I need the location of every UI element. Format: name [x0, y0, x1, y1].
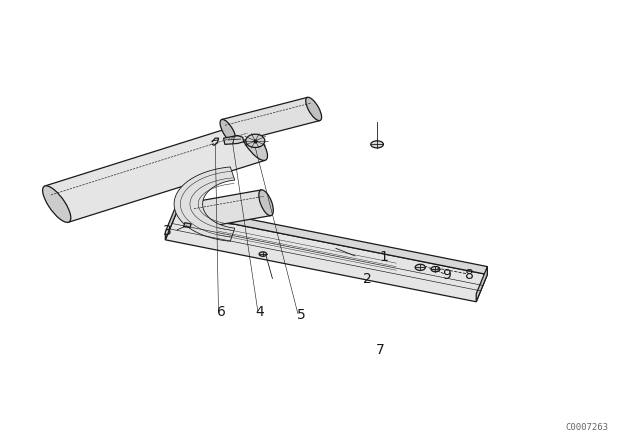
Text: 4: 4 [255, 306, 264, 319]
Text: C0007263: C0007263 [565, 423, 608, 432]
Ellipse shape [189, 202, 204, 228]
Ellipse shape [306, 97, 321, 121]
Polygon shape [177, 205, 488, 275]
Ellipse shape [259, 252, 267, 256]
Polygon shape [191, 190, 271, 228]
Text: 2: 2 [364, 272, 372, 286]
Text: 9: 9 [442, 268, 451, 282]
Text: 6: 6 [217, 306, 226, 319]
Ellipse shape [415, 264, 426, 271]
Polygon shape [184, 223, 191, 228]
Ellipse shape [246, 134, 265, 147]
Polygon shape [174, 167, 235, 241]
Ellipse shape [259, 190, 273, 215]
Polygon shape [223, 135, 244, 144]
Polygon shape [476, 267, 488, 302]
Text: 5: 5 [296, 308, 305, 322]
Polygon shape [45, 124, 265, 222]
Ellipse shape [431, 267, 440, 272]
Text: 7: 7 [376, 343, 385, 357]
Text: 1: 1 [379, 250, 388, 264]
Polygon shape [165, 205, 177, 240]
Ellipse shape [220, 120, 236, 143]
Text: 8: 8 [465, 268, 474, 282]
Ellipse shape [43, 186, 71, 222]
Polygon shape [165, 213, 488, 302]
Ellipse shape [371, 141, 383, 148]
Polygon shape [222, 97, 320, 143]
Text: 3: 3 [163, 224, 172, 237]
Ellipse shape [239, 124, 268, 160]
